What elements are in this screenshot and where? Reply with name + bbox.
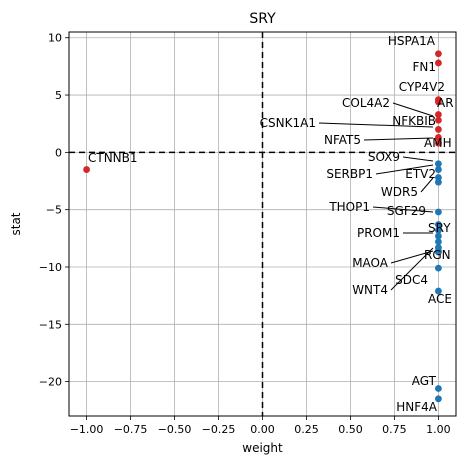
data-point [435, 116, 442, 124]
point-label: AMH [424, 136, 452, 150]
data-point [435, 221, 442, 228]
label-leader-line [402, 156, 434, 162]
x-tick-label: −0.75 [114, 423, 148, 436]
point-label: FN1 [412, 60, 436, 74]
point-label: PROM1 [357, 226, 400, 240]
point-label: SRY [428, 221, 451, 235]
data-point [435, 247, 442, 255]
point-label: NFKBIB [392, 114, 436, 128]
y-tick-label: −20 [39, 376, 62, 389]
data-point [435, 238, 442, 246]
label-leader-line [420, 177, 434, 193]
x-tick-label: −0.25 [202, 423, 236, 436]
data-point [435, 178, 442, 186]
y-tick-label: −5 [46, 204, 62, 217]
y-tick-label: 10 [48, 32, 62, 45]
point-label: AGT [412, 374, 437, 388]
x-tick-label: 0.25 [294, 423, 319, 436]
label-leader-lines [318, 102, 434, 291]
data-point [435, 385, 442, 392]
data-point [435, 50, 442, 58]
y-tick-label: 0 [55, 146, 62, 159]
point-label: CYP4V2 [399, 80, 445, 94]
label-leader-line [375, 164, 434, 175]
data-point [435, 139, 442, 147]
axis-ticks: −1.00 −0.75 −0.50 −0.25 0.00 0.25 0.50 0.75 1.00… [39, 32, 451, 436]
data-point [435, 232, 442, 240]
data-points [83, 50, 442, 403]
data-point [83, 166, 90, 173]
data-point [435, 226, 442, 234]
data-point [435, 126, 442, 133]
x-tick-label: −1.00 [70, 423, 104, 436]
chart-title: SRY [249, 11, 276, 27]
y-tick-label: −15 [39, 318, 62, 331]
point-label: ACE [428, 292, 452, 306]
data-point [435, 166, 442, 173]
label-leader-line [390, 250, 434, 264]
point-label: CTNNB1 [88, 151, 138, 165]
data-point [435, 264, 442, 272]
label-leader-line [363, 137, 434, 141]
x-axis-label: weight [242, 441, 283, 455]
x-tick-label: −0.50 [158, 423, 192, 436]
point-label: MAOA [352, 256, 389, 270]
label-leader-line [392, 102, 434, 117]
point-label: WDR5 [381, 185, 418, 199]
point-label: COL4A2 [342, 96, 390, 110]
x-tick-label: 0.75 [382, 423, 407, 436]
x-tick-label: 0.50 [338, 423, 363, 436]
y-axis-label: stat [9, 212, 23, 235]
label-leader-line [372, 206, 434, 213]
data-point [435, 98, 442, 106]
point-label: HNF4A [396, 400, 438, 414]
label-leader-line [390, 247, 434, 291]
point-label: AR [437, 96, 454, 110]
point-label: THOP1 [328, 200, 370, 214]
point-label: ETV2 [405, 167, 436, 181]
x-tick-label: 0.00 [250, 423, 275, 436]
point-label: SERBP1 [326, 167, 373, 181]
point-label: SDC4 [395, 273, 428, 287]
reference-lines [69, 32, 456, 416]
data-point [435, 134, 442, 141]
data-point [435, 59, 442, 67]
point-label: RGN [424, 248, 451, 262]
data-point [435, 208, 442, 216]
data-point [435, 395, 442, 403]
x-tick-label: 1.00 [426, 423, 451, 436]
y-tick-label: −10 [39, 261, 62, 274]
point-label: SOX9 [368, 150, 400, 164]
point-label: HSPA1A [388, 34, 436, 48]
point-label: SGF29 [387, 204, 426, 218]
data-point [435, 160, 442, 168]
point-label: CSNK1A1 [260, 116, 316, 130]
data-point [435, 111, 442, 118]
point-label: WNT4 [352, 283, 388, 297]
data-point [435, 287, 442, 295]
point-label: NFAT5 [324, 133, 361, 147]
label-leader-line [318, 122, 434, 128]
y-tick-label: 5 [55, 89, 62, 102]
